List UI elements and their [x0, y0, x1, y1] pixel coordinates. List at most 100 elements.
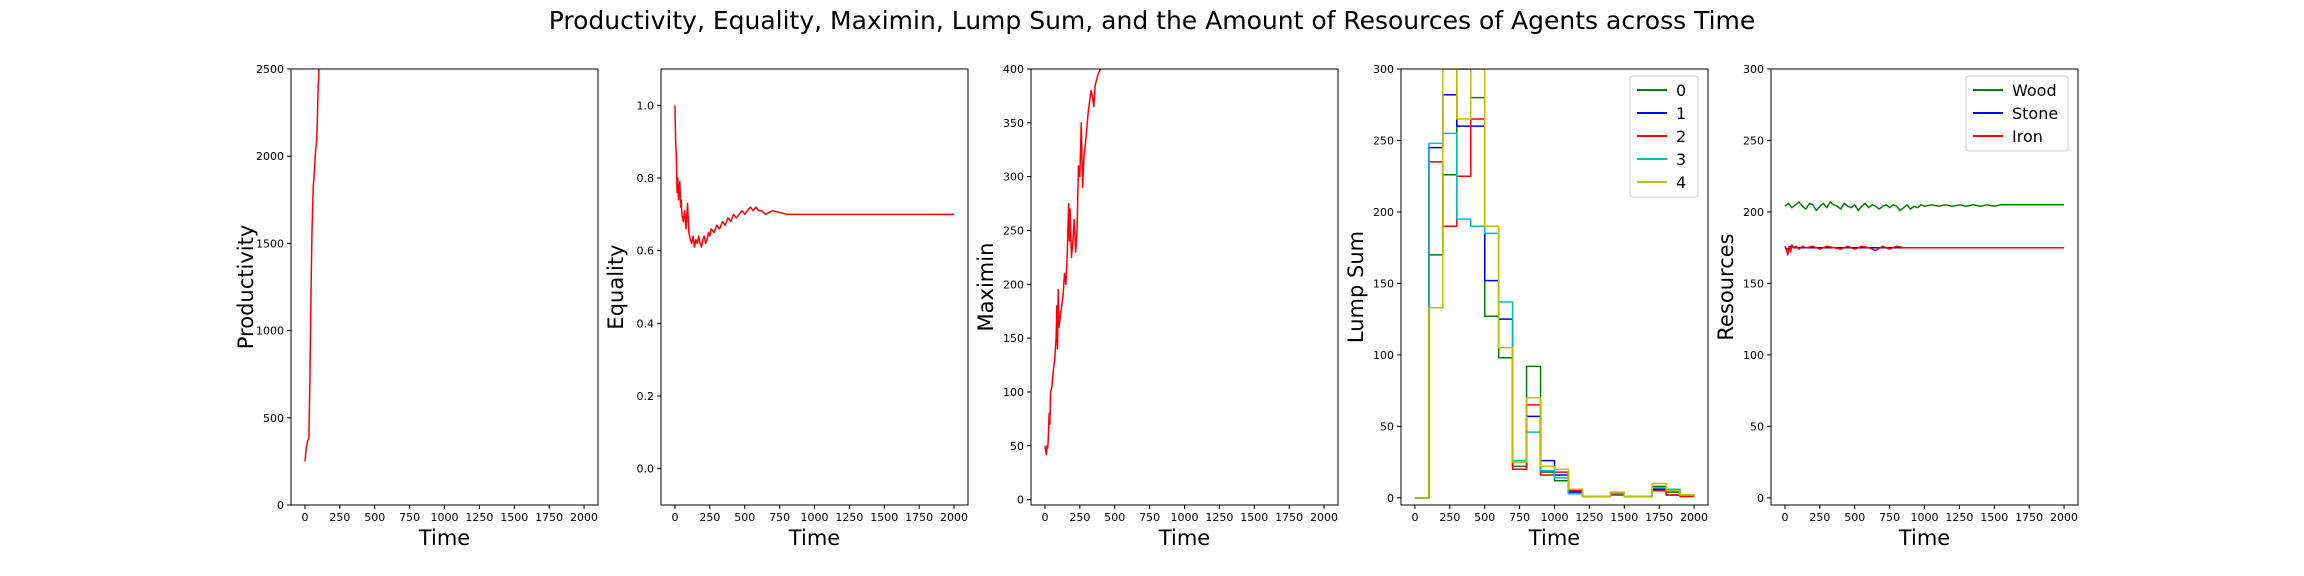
legend-label: 4 [1676, 173, 1686, 192]
y-tick-label: 0.2 [637, 390, 655, 403]
x-tick-label: 1250 [465, 511, 493, 524]
x-tick-label: 750 [1139, 511, 1160, 524]
x-axis-label: Time [788, 526, 840, 550]
x-tick-label: 0 [1041, 511, 1048, 524]
y-tick-label: 50 [1380, 420, 1394, 433]
plot-area [1044, 69, 1102, 456]
chart-equality: 0 250 500 750 1000 1250 1500 1750 2000 0.0 0.2 0.4 0… [604, 68, 969, 550]
x-tick-label: 500 [1844, 511, 1865, 524]
plot-area [1784, 201, 2065, 256]
series-line-main [304, 69, 320, 462]
series-line-main [1044, 69, 1102, 456]
x-tick-label: 1000 [1171, 511, 1199, 524]
x-tick-label: 1500 [870, 511, 898, 524]
x-tick-label: 1750 [535, 511, 563, 524]
x-tick-label: 750 [399, 511, 420, 524]
y-tick-label: 150 [1743, 277, 1764, 290]
legend-label: 3 [1676, 150, 1686, 169]
y-tick-label: 500 [263, 412, 284, 425]
plot-frame [660, 68, 969, 506]
x-tick-label: 1750 [2015, 511, 2043, 524]
legend-label: Stone [2012, 104, 2058, 123]
x-tick-label: 500 [1474, 511, 1495, 524]
x-tick-label: 750 [769, 511, 790, 524]
x-tick-label: 1250 [1945, 511, 1973, 524]
x-axis-label: Time [1898, 526, 1950, 550]
x-tick-label: 2000 [1310, 511, 1338, 524]
x-tick-label: 1000 [1911, 511, 1939, 524]
y-tick-label: 100 [1743, 349, 1764, 362]
y-tick-label: 0.4 [637, 317, 655, 330]
y-tick-label: 2500 [256, 63, 284, 76]
x-tick-label: 2000 [940, 511, 968, 524]
x-tick-label: 1250 [1205, 511, 1233, 524]
y-tick-label: 400 [1003, 63, 1024, 76]
y-tick-label: 0.0 [637, 463, 655, 476]
plot-frame [1400, 68, 1709, 506]
x-tick-label: 0 [301, 511, 308, 524]
y-tick-label: 250 [1373, 134, 1394, 147]
chart-productivity: 0 250 500 750 1000 1250 1500 1750 2000 0 500 1000 15… [234, 63, 599, 550]
x-axis-label: Time [418, 526, 470, 550]
plot-area [304, 69, 320, 462]
series-line-Wood [1784, 201, 2065, 212]
x-tick-label: 0 [671, 511, 678, 524]
y-axis-label: Equality [604, 244, 628, 329]
x-tick-label: 250 [329, 511, 350, 524]
chart-maximin: 0 250 500 750 1000 1250 1500 1750 2000 0 50 100 150 2… [974, 63, 1339, 550]
x-axis-label: Time [1158, 526, 1210, 550]
legend-label: Iron [2012, 127, 2043, 146]
y-tick-label: 1500 [256, 237, 284, 250]
x-tick-label: 250 [699, 511, 720, 524]
y-tick-label: 0.6 [637, 245, 655, 258]
y-tick-label: 250 [1743, 134, 1764, 147]
y-tick-label: 250 [1003, 224, 1024, 237]
x-tick-label: 500 [1104, 511, 1125, 524]
chart-resources: 0 250 500 750 1000 1250 1500 1750 2000 0 50 100 150 2… [1714, 63, 2079, 550]
x-tick-label: 2000 [1680, 511, 1708, 524]
x-tick-label: 500 [364, 511, 385, 524]
legend: Wood Stone Iron [1965, 75, 2069, 152]
series-line-4 [1414, 69, 1695, 499]
legend-label: 0 [1676, 81, 1686, 100]
x-tick-label: 0 [1781, 511, 1788, 524]
y-tick-label: 100 [1003, 386, 1024, 399]
y-tick-label: 150 [1003, 332, 1024, 345]
y-tick-label: 1.0 [637, 99, 655, 112]
x-tick-label: 1750 [905, 511, 933, 524]
x-tick-label: 250 [1439, 511, 1460, 524]
y-tick-label: 100 [1373, 349, 1394, 362]
y-tick-label: 200 [1003, 278, 1024, 291]
x-tick-label: 1000 [801, 511, 829, 524]
x-tick-label: 750 [1509, 511, 1530, 524]
y-axis-label: Productivity [234, 225, 258, 350]
legend-box [1965, 75, 2069, 152]
x-tick-label: 1000 [1541, 511, 1569, 524]
x-tick-label: 2000 [570, 511, 598, 524]
x-axis-label: Time [1528, 526, 1580, 550]
chart-lump-sum: 0 250 500 750 1000 1250 1500 1750 20000501001502… [1344, 63, 1709, 550]
x-tick-label: 1500 [500, 511, 528, 524]
x-tick-label: 750 [1879, 511, 1900, 524]
figure-title: Productivity, Equality, Maximin, Lump Su… [548, 6, 1756, 35]
plot-frame [290, 68, 599, 506]
y-tick-label: 200 [1743, 206, 1764, 219]
y-tick-label: 200 [1373, 206, 1394, 219]
y-tick-label: 300 [1373, 63, 1394, 76]
plot-frame [1770, 68, 2079, 506]
y-axis-label: Resources [1714, 233, 1738, 340]
legend: 0 1 2 3 4 [1629, 75, 1699, 198]
x-tick-label: 250 [1809, 511, 1830, 524]
x-tick-label: 500 [734, 511, 755, 524]
y-tick-label: 50 [1010, 440, 1024, 453]
x-tick-label: 2000 [2050, 511, 2078, 524]
plot-frame [1030, 68, 1339, 506]
x-tick-label: 1750 [1275, 511, 1303, 524]
x-tick-label: 1500 [1240, 511, 1268, 524]
series-line-Iron [1784, 244, 2065, 256]
y-tick-label: 0.8 [637, 172, 655, 185]
x-tick-label: 0 [1411, 511, 1418, 524]
x-tick-label: 1500 [1980, 511, 2008, 524]
y-tick-label: 0 [1387, 492, 1394, 505]
